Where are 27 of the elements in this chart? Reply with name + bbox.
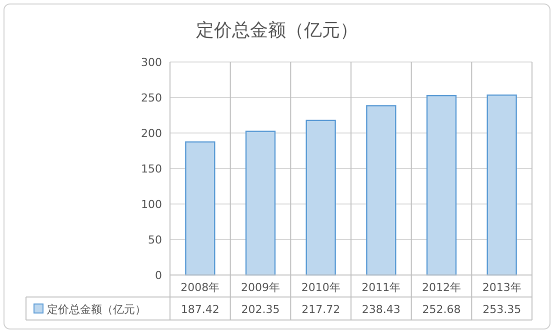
- chart-title: 定价总金额（亿元）: [196, 20, 358, 41]
- y-tick-label: 0: [155, 269, 162, 282]
- x-tick-label: 2011年: [362, 281, 401, 294]
- y-tick-label: 200: [141, 127, 162, 140]
- bar: [426, 94, 457, 276]
- data-label: 253.35: [482, 303, 522, 316]
- data-label: 187.42: [180, 303, 220, 316]
- data-label: 252.68: [422, 303, 461, 316]
- bar: [185, 141, 216, 276]
- legend-label: 定价总金额（亿元）: [47, 303, 146, 316]
- x-tick-label: 2008年: [180, 281, 220, 294]
- y-tick-label: 150: [141, 162, 162, 176]
- bar: [486, 94, 517, 276]
- y-tick-label: 300: [141, 56, 162, 69]
- x-tick-label: 2010年: [301, 281, 340, 294]
- data-label: 202.35: [241, 303, 280, 316]
- y-tick-label: 100: [141, 198, 162, 211]
- bar: [306, 120, 336, 276]
- x-tick-label: 2012年: [422, 281, 461, 294]
- bar: [245, 130, 276, 276]
- x-tick-label: 2009年: [241, 281, 280, 294]
- data-label: 217.72: [302, 303, 340, 316]
- bar: [366, 105, 396, 276]
- y-tick-label: 250: [141, 92, 162, 104]
- y-tick-label: 50: [148, 234, 162, 246]
- data-label: 238.43: [362, 303, 400, 316]
- x-tick-label: 2013年: [482, 281, 522, 294]
